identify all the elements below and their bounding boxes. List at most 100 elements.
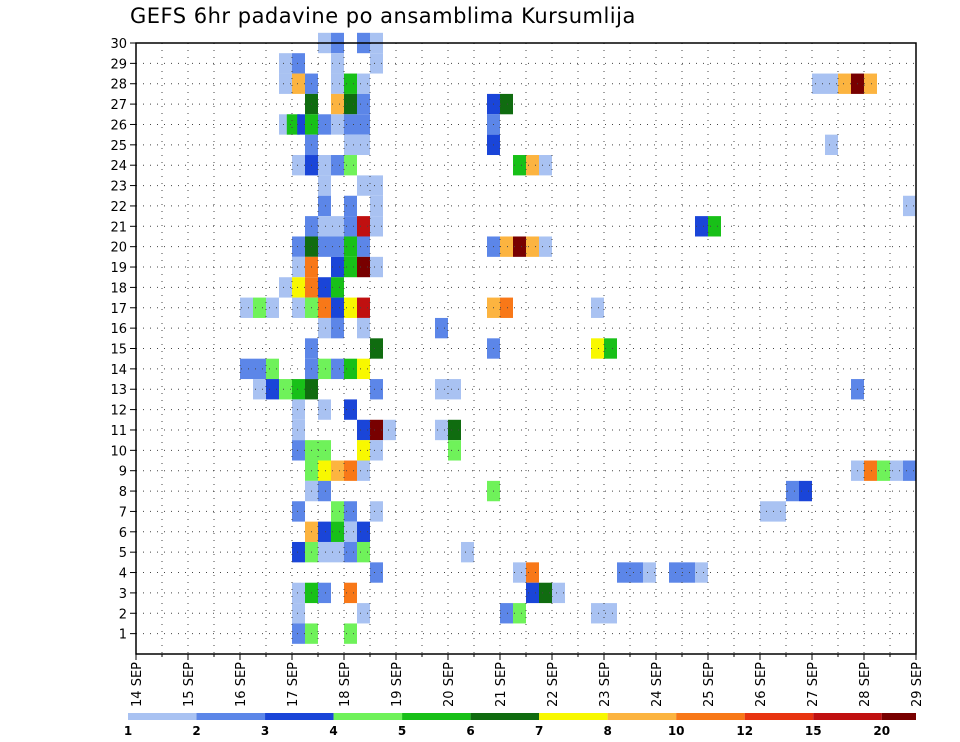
- y-tick-label: 21: [110, 220, 127, 235]
- heatmap-cell: [253, 297, 266, 318]
- heatmap-cell: [643, 562, 656, 583]
- heatmap-cell: [344, 521, 357, 542]
- colorbar-label: 6: [466, 724, 474, 738]
- x-tick-label: 18 SEP: [338, 662, 353, 707]
- heatmap-cell: [773, 501, 786, 522]
- heatmap-cell: [292, 582, 305, 604]
- y-tick-label: 8: [119, 485, 127, 500]
- colorbar-label: 10: [668, 724, 685, 738]
- heatmap-cell: [331, 460, 344, 481]
- colorbar-label: 4: [329, 724, 337, 738]
- x-tick-label: 17 SEP: [286, 662, 301, 707]
- heatmap-cell: [812, 73, 825, 94]
- heatmap-cell: [292, 379, 305, 400]
- heatmap-cell: [591, 603, 604, 624]
- heatmap-cell: [318, 114, 331, 135]
- heatmap-cell: [253, 358, 266, 380]
- heatmap-cell: [370, 338, 383, 359]
- heatmap-cell: [344, 236, 357, 257]
- heatmap-cell: [344, 582, 357, 604]
- heatmap-cell: [292, 297, 305, 318]
- heatmap-cell: [344, 195, 357, 217]
- heatmap-cell: [266, 297, 279, 318]
- heatmap-cell: [513, 155, 526, 176]
- colorbar-swatch: [470, 713, 540, 720]
- heatmap-cell: [344, 460, 357, 481]
- heatmap-cell: [435, 419, 448, 441]
- heatmap-cell: [370, 501, 383, 522]
- colorbar-label: 8: [603, 724, 611, 738]
- x-tick-label: 15 SEP: [182, 662, 197, 707]
- heatmap-cell: [331, 216, 344, 237]
- y-tick-label: 18: [110, 281, 127, 296]
- x-tick-label: 29 SEP: [910, 662, 925, 707]
- heatmap-cell: [318, 216, 331, 237]
- y-tick-label: 26: [110, 118, 127, 133]
- heatmap-cell: [318, 521, 331, 542]
- heatmap-cell: [825, 134, 838, 156]
- heatmap-cell: [331, 114, 344, 135]
- heatmap-cell: [370, 175, 383, 196]
- heatmap-cell: [266, 358, 279, 380]
- heatmap-cell: [292, 541, 305, 563]
- heatmap-cell: [331, 256, 344, 278]
- heatmap-cell: [825, 73, 838, 94]
- heatmap-cell: [513, 562, 526, 583]
- heatmap-cell: [448, 379, 461, 400]
- heatmap-cell: [890, 460, 903, 481]
- heatmap-cell: [344, 399, 357, 420]
- heatmap-cell: [617, 562, 630, 583]
- heatmap-cell: [435, 379, 448, 400]
- y-tick-label: 29: [110, 57, 127, 72]
- heatmap-cell: [786, 480, 799, 502]
- heatmap-cell: [526, 562, 539, 583]
- heatmap-cell: [253, 379, 266, 400]
- heatmap-cell: [318, 195, 331, 217]
- colorbar: 1 2 3 4 5 6 7 8 10 12 15 20: [124, 713, 916, 738]
- heatmap-cell: [370, 440, 383, 461]
- colorbar-swatch: [333, 713, 403, 720]
- heatmap-cell: [370, 562, 383, 583]
- y-axis: 1234567891011121314151617181920212223242…: [110, 37, 136, 643]
- heatmap-cell: [331, 277, 344, 298]
- heatmap-cell: [357, 73, 370, 94]
- heatmap-cell: [799, 480, 812, 502]
- y-tick-label: 16: [110, 322, 127, 337]
- y-tick-label: 20: [110, 241, 127, 256]
- heatmap-cell: [903, 460, 916, 481]
- heatmap-cell: [604, 603, 617, 624]
- heatmap-cell: [357, 134, 370, 156]
- colorbar-swatch: [402, 713, 471, 720]
- x-tick-label: 19 SEP: [390, 662, 405, 707]
- y-tick-label: 17: [110, 302, 127, 317]
- heatmap-cell: [370, 419, 383, 441]
- heatmap-cell: [864, 460, 877, 481]
- heatmap-cell: [292, 501, 305, 522]
- heatmap-cell: [708, 216, 721, 237]
- colorbar-swatch: [676, 713, 745, 720]
- heatmap-cell: [448, 440, 461, 461]
- heatmap-cell: [500, 93, 513, 115]
- y-tick-label: 1: [119, 628, 127, 643]
- y-tick-label: 30: [110, 37, 127, 52]
- heatmap-cell: [344, 541, 357, 563]
- x-tick-label: 20 SEP: [442, 662, 457, 707]
- heatmap-cell: [357, 297, 370, 318]
- heatmap-cell: [513, 603, 526, 624]
- y-tick-label: 13: [110, 383, 127, 398]
- heatmap-cell: [513, 236, 526, 257]
- heatmap-cell: [344, 155, 357, 176]
- heatmap-cell: [357, 317, 370, 339]
- y-tick-label: 3: [119, 587, 127, 602]
- colorbar-label: 20: [873, 724, 890, 738]
- heatmap-cell: [331, 236, 344, 257]
- heatmap-cell: [500, 297, 513, 318]
- heatmap-cell: [331, 501, 344, 522]
- heatmap-cell: [240, 297, 253, 318]
- colorbar-swatch: [881, 713, 916, 720]
- heatmap-cell: [344, 623, 357, 644]
- heatmap-cell: [331, 53, 344, 74]
- colorbar-swatch: [744, 713, 814, 720]
- heatmap-cell: [344, 297, 357, 318]
